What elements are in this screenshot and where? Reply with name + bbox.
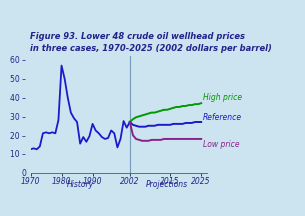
Text: Low price: Low price: [203, 140, 239, 149]
Text: Figure 93. Lower 48 crude oil wellhead prices
in three cases, 1970-2025 (2002 do: Figure 93. Lower 48 crude oil wellhead p…: [30, 32, 272, 53]
Text: High price: High price: [203, 93, 242, 102]
Text: Projections: Projections: [146, 180, 188, 189]
Text: Reference: Reference: [203, 113, 242, 122]
Text: History: History: [66, 180, 94, 189]
